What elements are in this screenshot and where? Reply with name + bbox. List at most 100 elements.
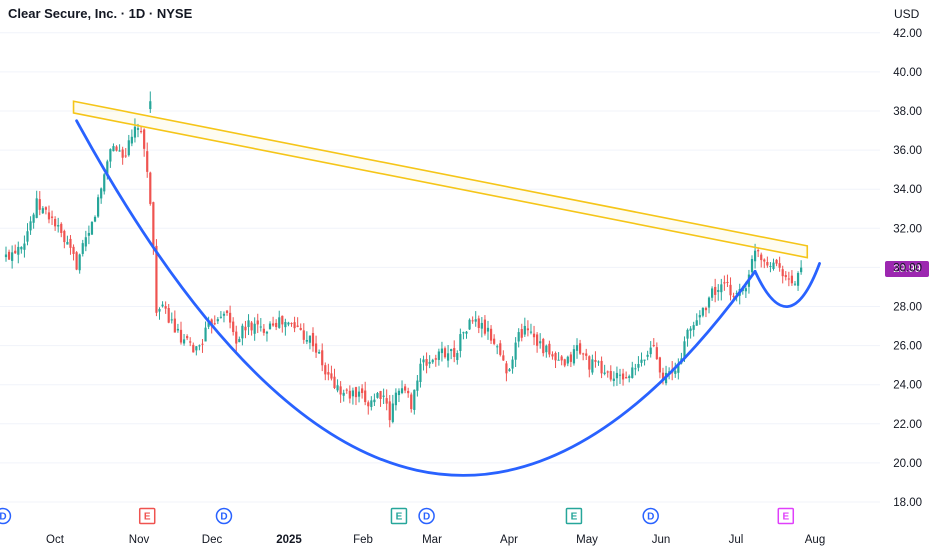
candle (677, 363, 680, 373)
candle (253, 323, 256, 334)
earnings-marker[interactable] (138, 507, 156, 525)
candle (17, 246, 20, 255)
dividend-marker[interactable] (0, 507, 12, 525)
candle (14, 250, 17, 254)
candles (4, 91, 803, 428)
earnings-marker[interactable] (565, 507, 583, 525)
candle (468, 319, 471, 330)
candle (609, 371, 612, 380)
candle (161, 304, 164, 307)
candle (281, 315, 284, 325)
candle (345, 389, 348, 391)
candle (152, 202, 155, 248)
candle (585, 353, 588, 356)
candle (569, 354, 572, 362)
candle (649, 347, 652, 355)
candle (60, 223, 63, 233)
candle (118, 150, 121, 152)
candle (124, 155, 127, 157)
candle (582, 353, 585, 355)
candle (462, 332, 465, 334)
candle (93, 216, 97, 222)
candle (606, 371, 609, 373)
x-tick-label: Dec (202, 534, 223, 546)
handle-curve[interactable] (753, 262, 821, 308)
candle (149, 172, 152, 204)
x-tick-label: Jul (729, 534, 744, 546)
candle (192, 344, 195, 353)
candle (336, 385, 339, 391)
candle (72, 246, 75, 254)
cup-curve[interactable] (75, 119, 757, 477)
candle (311, 332, 315, 347)
candle (465, 331, 468, 334)
candle (7, 251, 11, 260)
currency-label[interactable]: USD (894, 7, 920, 21)
candle (397, 390, 401, 396)
grid (0, 32, 880, 503)
candle (431, 359, 434, 363)
candle (790, 275, 794, 284)
candle (139, 131, 143, 133)
candle (302, 330, 305, 340)
candle (634, 368, 637, 370)
candle (321, 350, 324, 366)
candle (247, 320, 250, 328)
candle (130, 136, 133, 144)
candle (578, 343, 582, 354)
candle (523, 325, 526, 335)
candle (26, 231, 29, 242)
candle (520, 329, 523, 338)
candle (314, 343, 318, 353)
candle (348, 390, 351, 399)
y-tick-label: 24.00 (893, 380, 922, 392)
candle (238, 339, 241, 343)
dividend-marker[interactable] (418, 507, 435, 525)
candle (769, 265, 772, 267)
candle (57, 225, 60, 227)
x-tick-label: 2025 (276, 534, 302, 546)
candle (554, 352, 557, 361)
candle (296, 325, 299, 327)
candle (50, 216, 54, 218)
candle (732, 295, 735, 297)
candle (84, 237, 87, 247)
candle (410, 394, 413, 410)
candle (603, 372, 606, 374)
y-tick-label: 26.00 (893, 341, 922, 353)
candle (735, 293, 738, 295)
candle (54, 218, 57, 227)
resistance-channel[interactable] (72, 100, 809, 259)
candle (339, 386, 342, 395)
earnings-marker[interactable] (390, 507, 408, 525)
candle (422, 359, 425, 363)
candle (170, 319, 173, 321)
candle (668, 371, 671, 373)
x-tick-label: Mar (422, 534, 442, 546)
candle (640, 359, 643, 363)
candle (778, 263, 781, 268)
candle (729, 284, 732, 296)
candle (373, 399, 376, 403)
x-tick-label: Feb (353, 534, 373, 546)
candle (600, 360, 603, 374)
candle (78, 254, 81, 271)
dividend-marker[interactable] (215, 507, 233, 525)
candle (548, 343, 551, 355)
earnings-marker[interactable] (777, 507, 795, 525)
x-axis: Oct Nov Dec 2025 Feb Mar Apr May Jun Jul Aug (46, 534, 825, 546)
candle (744, 288, 747, 292)
candle (511, 359, 514, 369)
candle (106, 161, 109, 174)
candle (443, 348, 447, 358)
x-tick-label: Aug (805, 534, 825, 546)
x-tick-label: Apr (500, 534, 518, 546)
event-label: D (0, 512, 7, 523)
event-label: E (144, 512, 151, 523)
dividend-marker[interactable] (642, 507, 659, 525)
candle (213, 323, 216, 325)
candle (284, 322, 287, 328)
candle (661, 372, 665, 381)
